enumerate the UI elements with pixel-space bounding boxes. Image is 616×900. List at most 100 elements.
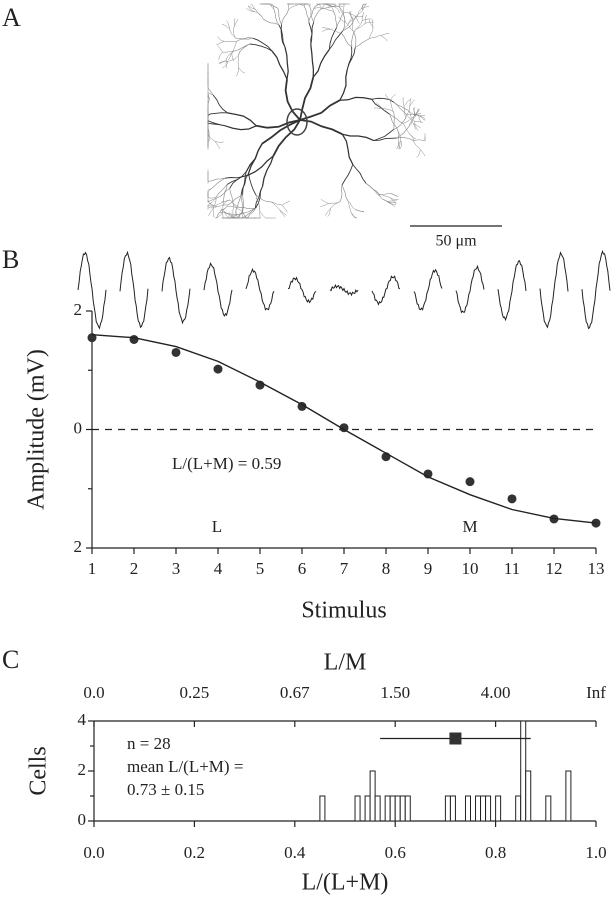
y-tick-label: 0 — [78, 810, 87, 829]
dendrite — [280, 24, 286, 48]
dendrite — [362, 18, 371, 22]
dendrite — [250, 3, 257, 10]
dendrite — [224, 125, 257, 131]
dendrite — [212, 197, 217, 209]
dendrite — [396, 136, 414, 141]
dendrite — [227, 55, 239, 62]
dendrite — [222, 50, 235, 53]
dendrite — [355, 38, 370, 48]
response-trace — [287, 276, 317, 304]
dendrite — [216, 188, 230, 199]
dendrite — [327, 5, 337, 8]
dendrite — [333, 11, 337, 28]
dendrite — [330, 201, 341, 209]
dendrite — [345, 21, 354, 32]
dendrite — [403, 123, 410, 134]
x2-axis-title: L/M — [324, 650, 367, 676]
dendrite — [238, 67, 246, 74]
dendrite — [310, 45, 315, 78]
dendrite — [390, 193, 399, 197]
soma — [286, 108, 308, 136]
dendrite — [339, 96, 372, 101]
dendrite — [214, 211, 221, 219]
dendrite — [281, 9, 289, 25]
dendrite — [207, 199, 214, 207]
dendrite — [227, 213, 240, 215]
dendrite — [271, 50, 288, 80]
dendrite — [207, 205, 213, 207]
dendrite — [263, 18, 280, 26]
dendrite — [361, 12, 365, 21]
dendrite — [277, 8, 282, 25]
dendrite — [354, 8, 362, 20]
dendrite — [354, 15, 364, 18]
histogram-bar — [369, 770, 376, 822]
dendrite — [364, 15, 367, 24]
response-trace — [371, 275, 401, 306]
dendrite — [348, 17, 356, 24]
dendrite — [352, 19, 354, 32]
histogram-bar — [404, 795, 411, 822]
response-trace — [77, 251, 107, 330]
x-tick-label: 9 — [424, 559, 433, 578]
x2-tick-label: 0.67 — [280, 683, 310, 702]
dendrite — [227, 112, 257, 127]
dendrite — [217, 203, 229, 207]
dendrite — [314, 3, 324, 7]
dendrite — [393, 117, 406, 130]
dendrite — [414, 120, 423, 123]
y-tick-label: 2 — [74, 300, 83, 319]
dendrite — [405, 113, 414, 124]
dendrite — [255, 194, 271, 203]
response-trace — [539, 251, 569, 329]
scale-bar-label: 50 μm — [435, 233, 477, 250]
dendrite — [269, 3, 275, 10]
dendrite — [270, 201, 283, 206]
dendrite — [241, 211, 247, 219]
dendrite — [412, 139, 426, 141]
dendrite — [215, 184, 228, 198]
dendrite — [325, 208, 331, 216]
dendrite — [402, 97, 405, 106]
dendrite — [284, 79, 301, 121]
x-tick-label: 4 — [214, 559, 223, 578]
dendrite — [261, 155, 274, 187]
histogram-bar — [520, 720, 527, 822]
histogram-bar — [485, 795, 492, 822]
dendrite — [316, 3, 323, 9]
dendrite — [208, 208, 214, 216]
dendrite — [334, 5, 343, 7]
dendrite — [212, 94, 228, 114]
dendrite — [393, 112, 395, 130]
dendrite — [365, 183, 380, 195]
dendrite — [240, 194, 243, 212]
dendrite — [232, 204, 234, 217]
histogram-bar — [565, 770, 572, 822]
dendrite — [284, 47, 289, 80]
dendrite — [352, 31, 357, 48]
dendrite — [396, 128, 402, 141]
dendrite — [239, 207, 256, 215]
dendrite — [364, 21, 374, 24]
dendrite — [259, 211, 262, 219]
dendrite — [342, 14, 346, 31]
x-tick-label: 8 — [382, 559, 391, 578]
dendrite — [347, 200, 352, 213]
dendrite — [415, 108, 419, 117]
dendrite — [226, 212, 235, 219]
dendrite — [378, 193, 391, 196]
dendrite — [303, 6, 310, 23]
dendrite — [360, 5, 370, 10]
dendrite — [212, 200, 224, 207]
dendrite — [330, 28, 342, 34]
annotation: 0.73 ± 0.15 — [127, 780, 204, 799]
dendrite — [380, 35, 388, 42]
histogram-bar — [545, 795, 552, 822]
dendrite — [209, 203, 218, 207]
dendrite — [389, 113, 404, 124]
x-tick-label: 1 — [88, 559, 97, 578]
x2-tick-label: Inf — [586, 683, 606, 702]
dendrite — [321, 8, 334, 12]
dendrite — [354, 20, 363, 31]
